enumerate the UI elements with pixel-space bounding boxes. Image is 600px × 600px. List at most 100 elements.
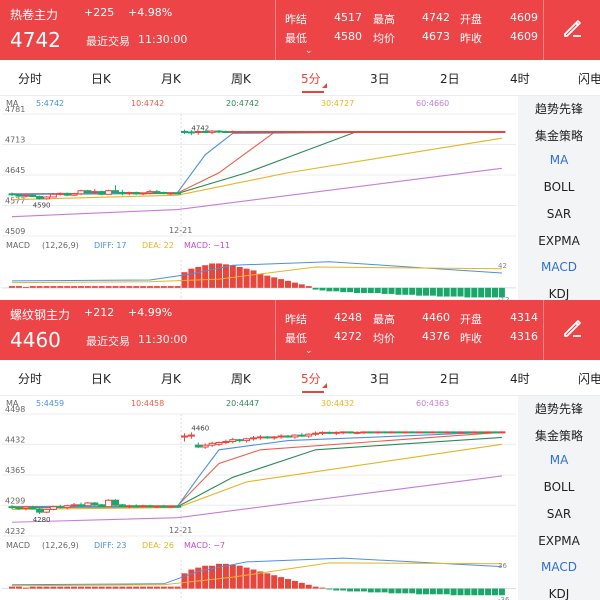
chevron-down-icon[interactable]: ⌄ [305, 46, 313, 56]
macd-bar [229, 265, 236, 288]
candle [401, 130, 409, 133]
candle [332, 130, 340, 133]
tab-period[interactable]: 月K [161, 372, 181, 386]
macd-bar [50, 286, 57, 288]
tab-period[interactable]: 分时 [18, 72, 43, 86]
candle [346, 130, 354, 133]
macd-bar [78, 586, 84, 589]
edit-pencil-icon[interactable] [561, 316, 585, 340]
macd-bar [126, 586, 133, 589]
indicator-item[interactable]: KDJ [548, 286, 570, 300]
tab-period[interactable]: 闪电 [578, 72, 600, 86]
date-label: 12-21 [169, 526, 192, 535]
candle [118, 189, 126, 196]
macd-bar [222, 264, 229, 288]
indicator-item[interactable]: BOLL [543, 480, 575, 495]
candle [491, 130, 499, 133]
tab-period[interactable]: 周K [231, 372, 251, 386]
macd-bar [112, 286, 119, 288]
header-divider [275, 0, 276, 60]
tab-period[interactable]: 周K [231, 72, 251, 86]
indicator-item[interactable]: EXPMA [538, 533, 580, 548]
indicator-item[interactable]: SAR [546, 206, 572, 221]
price-change-percent: +4.98% [128, 6, 173, 19]
macd-bar [340, 287, 347, 293]
chevron-down-icon[interactable]: ⌄ [305, 346, 313, 356]
kline-chart[interactable]: 4781 4713 4645 4577 4509 12-21 MA 5:4742 10:4742… [0, 96, 518, 300]
macd-bar [167, 286, 174, 288]
macd-bar [140, 286, 147, 288]
tab-period[interactable]: 分时 [18, 372, 43, 386]
candle [394, 431, 402, 434]
indicator-item[interactable]: 趋势先锋 [534, 102, 583, 116]
macd-bar [167, 586, 174, 589]
period-tabs: 分时 日K 月K 周K 5分 3日 2日 4时 闪电 [0, 62, 600, 96]
contract-name[interactable]: 螺纹钢主力 [10, 308, 71, 322]
candle [305, 130, 313, 133]
indicator-sidebar: 趋势先锋集金策略 MA BOLL SAR EXPMA MACD KDJ [518, 396, 600, 600]
macd-bar [340, 588, 347, 591]
tab-period[interactable]: 3日 [370, 372, 390, 386]
candle [146, 189, 154, 195]
macd-bar [443, 287, 450, 297]
y-tick-label: 4781 [5, 105, 25, 114]
candle [332, 431, 340, 436]
ma-legend-item: MA [6, 99, 19, 108]
indicator-item[interactable]: MACD [541, 260, 577, 275]
macd-bar [485, 588, 492, 596]
indicator-item[interactable]: MACD [541, 560, 577, 575]
y-tick-label: 4509 [5, 227, 25, 236]
candle [463, 431, 471, 434]
tab-period[interactable]: 月K [161, 72, 181, 86]
tab-period[interactable]: 日K [91, 72, 111, 86]
tab-period[interactable]: 5分 [301, 72, 321, 86]
tab-period[interactable]: 2日 [440, 372, 460, 386]
quote-label: 最高 [373, 13, 395, 26]
indicator-item[interactable]: EXPMA [538, 233, 580, 248]
tab-period[interactable]: 闪电 [578, 372, 600, 386]
tab-period[interactable]: 5分 [301, 372, 321, 386]
indicator-item[interactable]: 趋势先锋 [534, 402, 583, 416]
contract-name[interactable]: 热卷主力 [10, 8, 59, 22]
indicator-item[interactable]: MA [549, 153, 569, 168]
quote-label: 昨收 [460, 332, 482, 345]
tab-period[interactable]: 4时 [510, 72, 530, 86]
macd-bar [285, 280, 291, 288]
indicator-item[interactable]: 集金策略 [534, 128, 583, 143]
ma-legend-item: 10:4458 [131, 399, 164, 408]
quote-label: 最低 [285, 32, 307, 45]
macd-bar [160, 286, 167, 288]
indicator-item[interactable]: 集金策略 [534, 428, 583, 443]
ma30-line [11, 137, 502, 201]
candle [29, 505, 37, 510]
tab-period[interactable]: 3日 [370, 72, 390, 86]
macd-bar [236, 266, 243, 288]
macd-bar [236, 565, 243, 589]
y-tick-label: 4299 [5, 496, 25, 505]
candle [325, 130, 333, 133]
ma20-line [11, 436, 502, 509]
indicator-item[interactable]: KDJ [548, 586, 570, 600]
candle [312, 431, 320, 437]
candle [498, 130, 506, 133]
macd-bar [36, 286, 43, 288]
tab-dropdown-indicator-icon[interactable] [322, 83, 327, 88]
tab-period[interactable]: 2日 [440, 72, 460, 86]
tab-period[interactable]: 4时 [510, 372, 530, 386]
price-change: +212 [84, 306, 115, 319]
tab-dropdown-indicator-icon[interactable] [322, 383, 327, 388]
kline-chart[interactable]: 4498 4432 4365 4299 4232 12-21 MA 5:4459 10:4458… [0, 396, 518, 600]
candle [15, 506, 23, 510]
macd-bar [264, 573, 271, 589]
indicator-item[interactable]: MA [549, 453, 569, 468]
indicator-item[interactable]: BOLL [543, 180, 575, 195]
macd-legend-item: MACD: −7 [184, 541, 225, 550]
candle [194, 442, 202, 448]
ma60-line [11, 475, 502, 523]
macd-bar [22, 587, 29, 589]
tab-period[interactable]: 日K [91, 372, 111, 386]
price-annotation: 4590 [33, 202, 51, 210]
edit-pencil-icon[interactable] [561, 16, 585, 40]
candle [43, 196, 50, 200]
indicator-item[interactable]: SAR [546, 506, 572, 521]
